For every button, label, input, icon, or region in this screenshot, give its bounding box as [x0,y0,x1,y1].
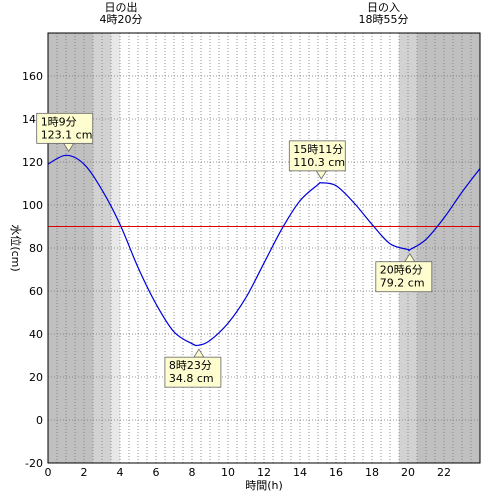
callout-time: 8時23分 [169,359,212,372]
y-tick-label: 60 [29,285,43,298]
sun-event-label: 日の入 [367,1,400,14]
tick-labels: 0 2 4 6 8 10 12 14 16 18 20 22-20020406080100120140… [22,70,451,479]
callout-box [36,112,94,144]
x-tick-label: 4 [117,466,124,479]
callout-level: 123.1 cm [41,128,93,141]
callout-pointer [193,348,205,358]
tide-series [47,154,481,347]
x-tick-label: 8 [189,466,196,479]
sun-event-time: 4時20分 [99,13,142,26]
x-tick-label: 6 [153,466,160,479]
y-tick-label: 40 [29,328,43,341]
tide-line [47,154,481,347]
sun-event-label: 日の出 [104,0,137,14]
x-tick-label: 2 [81,466,88,479]
x-tick-label: 12 [257,466,271,479]
callout-box [375,261,433,293]
x-axis-title: 時間(h) [245,479,283,492]
y-axis-title: 水位(cm) [9,224,23,271]
x-tick-label: 10 [221,466,235,479]
y-tick-label: 100 [22,199,43,212]
sun-event-time: 18時55分 [359,13,409,26]
x-tick-label: 14 [293,466,307,479]
callout-time: 1時9分 [41,115,77,128]
y-tick-label: 160 [22,70,43,83]
x-tick-label: 18 [365,466,379,479]
callout-level: 34.8 cm [169,372,214,385]
x-tick-label: 16 [329,466,343,479]
x-tick-label: 0 [45,466,52,479]
callout-time: 20時6分 [380,264,423,277]
x-tick-label: 22 [437,466,451,479]
shade-night [417,33,480,463]
callout-box [164,356,222,388]
shade-dawn [111,33,120,463]
plot-frame [47,32,481,464]
callout-level: 79.2 cm [380,277,425,290]
callout-time: 15時11分 [293,143,343,156]
y-tick-label: 120 [22,156,43,169]
x-tick-label: 20 [401,466,415,479]
y-tick-label: 0 [36,414,43,427]
shade-night [48,33,93,463]
plot-border [47,32,481,464]
y-tick-label: 20 [29,371,43,384]
callout-box [288,140,346,172]
callout-level: 110.3 cm [293,156,345,169]
y-tick-label: 80 [29,242,43,255]
y-tick-label: -20 [25,457,43,470]
